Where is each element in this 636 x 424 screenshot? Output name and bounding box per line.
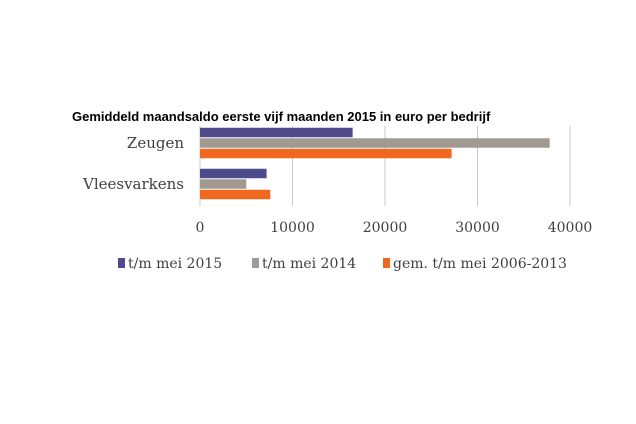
bar-zeugen-series-2 <box>200 148 452 159</box>
legend-label-2: gem. t/m mei 2006-2013 <box>393 256 567 272</box>
legend-swatch-0 <box>118 258 125 268</box>
legend-swatch-1 <box>252 258 259 268</box>
chart-title: Gemiddeld maandsaldo eerste vijf maanden… <box>72 109 491 124</box>
legend-label-1: t/m mei 2014 <box>262 256 356 272</box>
x-tick-label-2: 20000 <box>363 220 408 236</box>
legend-swatch-2 <box>383 258 390 268</box>
x-tick-label-1: 10000 <box>270 220 315 236</box>
category-labels: Zeugen Vleesvarkens <box>82 134 184 193</box>
x-tick-label-3: 30000 <box>455 220 500 236</box>
bar-vleesvarkens-series-2 <box>200 189 271 200</box>
legend-label-0: t/m mei 2015 <box>128 256 222 272</box>
x-tick-labels: 0 10000 20000 30000 40000 <box>196 220 593 236</box>
bar-vleesvarkens-series-1 <box>200 179 247 189</box>
legend: t/m mei 2015 t/m mei 2014 gem. t/m mei 200… <box>118 256 567 272</box>
bar-vleesvarkens-series-0 <box>200 168 267 179</box>
bars <box>200 127 550 200</box>
x-tick-label-0: 0 <box>196 220 205 236</box>
category-label-zeugen: Zeugen <box>127 134 184 152</box>
category-label-vleesvarkens: Vleesvarkens <box>82 175 184 193</box>
bar-zeugen-series-0 <box>200 127 353 138</box>
x-tick-label-4: 40000 <box>548 220 593 236</box>
bar-zeugen-series-1 <box>200 138 550 148</box>
